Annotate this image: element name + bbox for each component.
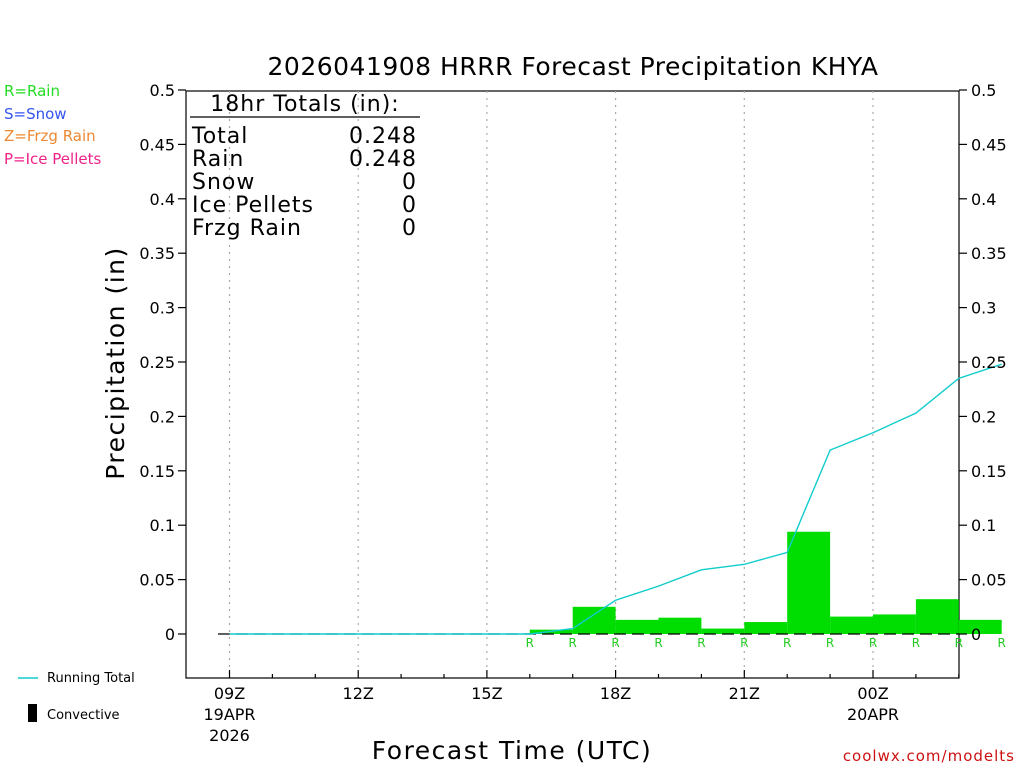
totals-value-freezing-rain: 0 [402,216,417,241]
chart-title: 2026041908 HRRR Forecast Precipitation K… [268,52,879,81]
y-tick-label: 0.05 [139,571,175,590]
x-tick-label: 15Z [471,684,502,703]
totals-value-total: 0.248 [349,124,417,149]
line-legend: Running Total Convective [18,671,135,723]
x-tick-date: 19APR [203,705,255,724]
precip-type-marker: R [740,636,748,650]
y-axis-right: 0 0.05 0.1 0.15 0.2 0.25 0.3 0.35 0.4 0.45 0.5 [959,81,1007,644]
totals-value-ice-pellets: 0 [402,193,417,218]
totals-label-snow: Snow [192,170,255,195]
x-axis-label: Forecast Time (UTC) [372,736,652,765]
y-axis-left: 0 0.05 0.1 0.15 0.2 0.25 0.3 0.35 0.4 0.45 0.5 [139,81,186,644]
x-tick-date: 20APR [847,705,899,724]
y-tick-label: 0.25 [139,353,175,372]
totals-value-rain: 0.248 [349,147,417,172]
x-tick-label: 00Z [857,684,888,703]
y-tick-label: 0.5 [150,81,175,100]
precip-bar [572,606,616,634]
precip-type-marker: R [998,636,1006,650]
legend-ice-pellets: P=Ice Pellets [4,150,101,168]
running-total-legend-label: Running Total [47,671,135,686]
totals-label-freezing-rain: Frzg Rain [192,216,302,241]
precip-type-marker: R [611,636,619,650]
precip-bar [615,619,659,634]
precip-bar [744,622,788,634]
x-tick-label: 21Z [729,684,760,703]
totals-label-rain: Rain [192,147,244,172]
x-axis: 09Z 19APR 2026 12Z 15Z 18Z 21Z 00Z 20APR [203,670,960,745]
precip-type-marker: R [569,636,577,650]
y-tick-label: 0.4 [971,190,996,209]
precip-bar [958,619,1002,634]
y-tick-label: 0 [165,625,175,644]
y-tick-label: 0.25 [971,353,1007,372]
y-tick-label: 0.3 [150,299,175,318]
y-tick-label: 0 [971,625,981,644]
convective-legend-label: Convective [47,708,120,723]
totals-value-snow: 0 [402,170,417,195]
y-tick-label: 0.3 [971,299,996,318]
x-tick-label: 12Z [343,684,374,703]
precip-type-marker: R [912,636,920,650]
x-tick-label: 18Z [600,684,631,703]
precip-type-marker: R [526,636,534,650]
y-tick-label: 0.05 [971,571,1007,590]
totals-label-ice-pellets: Ice Pellets [192,193,314,218]
precip-type-marker: R [826,636,834,650]
precip-type-marker: R [783,636,791,650]
precip-type-marker: R [869,636,877,650]
precip-bar [658,617,702,634]
precip-bar [787,531,831,634]
y-tick-label: 0.1 [971,516,996,535]
y-tick-label: 0.15 [139,462,175,481]
precip-type-marker: R [697,636,705,650]
y-tick-label: 0.35 [971,244,1007,263]
y-tick-label: 0.35 [139,244,175,263]
y-tick-label: 0.5 [971,81,996,100]
y-axis-label: Precipitation (in) [101,246,130,480]
y-tick-label: 0.2 [971,407,996,426]
y-tick-label: 0.4 [150,190,175,209]
x-tick-year: 2026 [209,726,250,745]
precip-bar [701,628,745,634]
convective-legend-swatch [28,704,37,722]
legend-freezing-rain: Z=Frzg Rain [4,127,96,145]
legend-rain: R=Rain [4,82,60,100]
y-tick-label: 0.15 [971,462,1007,481]
precip-bar [873,614,916,634]
precip-bar [830,616,873,634]
running-total-line [229,363,1002,635]
gridlines [228,91,874,678]
type-legend: R=Rain S=Snow Z=Frzg Rain P=Ice Pellets [4,82,101,168]
precip-type-marker: R [955,636,963,650]
precip-bars [529,531,1002,634]
plot-frame [185,90,960,679]
totals-box: 18hr Totals (in): Total 0.248 Rain 0.248… [190,92,420,241]
totals-label-total: Total [191,124,248,149]
totals-header: 18hr Totals (in): [210,92,399,117]
y-tick-label: 0.45 [971,135,1007,154]
y-tick-label: 0.45 [139,135,175,154]
legend-snow: S=Snow [4,105,67,123]
y-tick-label: 0.1 [150,516,175,535]
footer-credit: coolwx.com/modelts [843,747,1015,765]
x-tick-label: 09Z [214,684,245,703]
y-tick-label: 0.2 [150,407,175,426]
precip-bar [915,599,959,634]
precip-type-marker: R [654,636,662,650]
